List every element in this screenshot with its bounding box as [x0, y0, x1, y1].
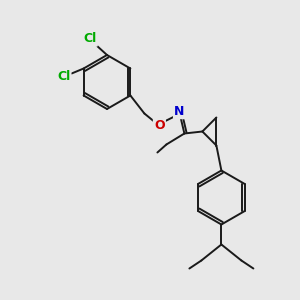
Text: Cl: Cl	[83, 32, 97, 46]
Text: Cl: Cl	[57, 70, 70, 83]
Text: N: N	[174, 105, 184, 118]
Text: O: O	[154, 119, 165, 132]
